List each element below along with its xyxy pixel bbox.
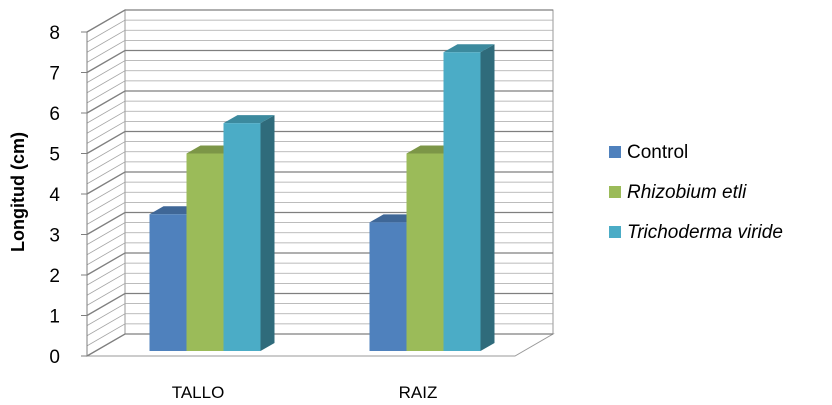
bar-raiz-3: [443, 44, 495, 351]
bar-front: [149, 214, 187, 351]
bar-side: [480, 44, 495, 351]
minor-gridline: [86, 80, 553, 104]
y-tick-label: 8: [49, 23, 60, 44]
legend-item: Control: [609, 142, 688, 163]
minor-gridline: [86, 70, 553, 94]
y-tick-label: 5: [49, 145, 60, 166]
major-gridline: [86, 90, 553, 114]
minor-gridline: [86, 110, 553, 134]
legend-label: Rhizobium etli: [627, 182, 747, 203]
y-tick-label: 7: [49, 64, 60, 85]
legend-swatch: [609, 226, 621, 238]
legend-label: Control: [627, 142, 688, 163]
bar-front: [186, 153, 224, 351]
bar-side: [260, 115, 275, 351]
bar-front: [443, 52, 481, 351]
y-axis-label: Longitud (cm): [8, 132, 28, 252]
minor-gridline: [86, 29, 553, 53]
legend-item: Trichoderma viride: [609, 222, 783, 243]
y-tick-label: 1: [49, 307, 60, 328]
bar-front: [223, 123, 261, 351]
minor-gridline: [86, 100, 553, 124]
bar-tallo-3: [223, 115, 275, 351]
legend-swatch: [609, 186, 621, 198]
legend-swatch: [609, 146, 621, 158]
y-axis-ticks: 0 1 2 3 4 5 6 7 8: [49, 23, 88, 368]
bar-front: [406, 153, 444, 351]
y-tick-label: 6: [49, 104, 60, 125]
minor-gridline: [86, 120, 553, 144]
x-axis-categories: TALLO RAIZ: [172, 383, 438, 402]
major-gridline: [86, 49, 553, 74]
x-category-label: RAIZ: [399, 383, 438, 402]
bars: [149, 44, 495, 351]
minor-gridline: [86, 39, 553, 63]
x-category-label: TALLO: [172, 383, 225, 402]
y-tick-label: 2: [49, 266, 60, 287]
y-tick-label: 4: [49, 185, 60, 206]
legend: Control Rhizobium etli Trichoderma viride: [609, 142, 783, 243]
y-tick-label: 0: [49, 347, 60, 368]
major-gridline: [86, 130, 553, 155]
bar-top: [223, 115, 275, 124]
minor-gridline: [86, 19, 553, 43]
y-tick-label: 3: [49, 226, 60, 247]
major-gridline: [86, 9, 553, 33]
minor-gridline: [86, 141, 553, 164]
minor-gridline: [86, 60, 553, 83]
bar-front: [369, 222, 407, 351]
legend-item: Rhizobium etli: [609, 182, 747, 203]
bar-top: [443, 44, 495, 53]
legend-label: Trichoderma viride: [627, 222, 783, 243]
